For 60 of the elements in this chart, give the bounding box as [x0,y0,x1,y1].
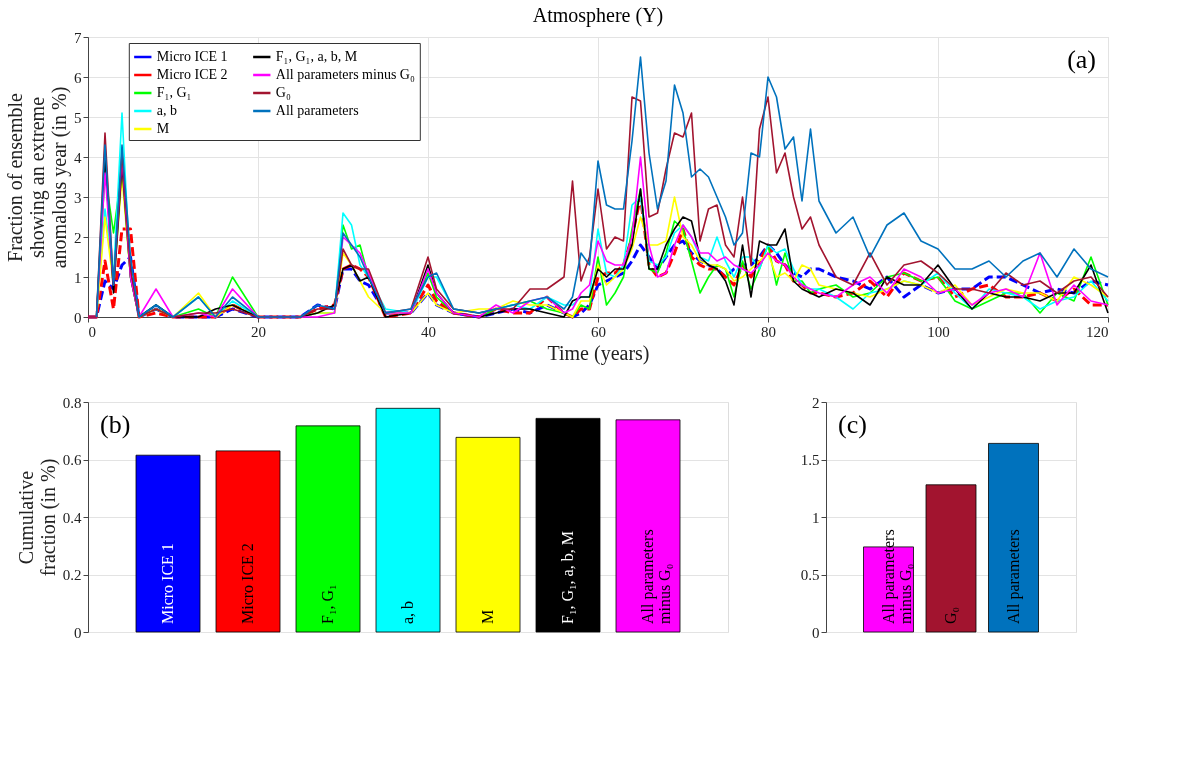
x-tick-label: 20 [251,323,266,340]
y-tick-label: 6 [74,69,82,86]
legend-label: G₀ [275,85,291,100]
y-tick-label: 7 [74,29,82,46]
category-label: All parameters minus G₀ [639,529,673,624]
legend-label: F₁, G₁ [156,85,192,100]
y-tick-label: 2 [812,394,820,411]
bar [455,436,521,633]
category-label: G₀ [942,606,959,624]
y-tick-label: 0 [812,624,820,641]
y-tick-label: 0 [74,309,82,326]
category-label: Micro ICE 1 [159,543,176,624]
bar [615,419,681,633]
y-tick-label: 0.4 [62,509,82,526]
y-tick-label: 0.6 [62,452,82,468]
annotation: (b) [100,410,131,439]
bar [988,443,1039,633]
bar [375,407,441,633]
x-tick-label: 40 [421,323,436,340]
y-tick-label: 0.2 [62,567,82,583]
y-tick-label: 1 [74,269,82,286]
x-tick-label: 60 [591,323,606,340]
legend-label: Micro ICE 2 [156,67,228,82]
y-tick-label: 5 [74,109,82,126]
legend-label: a, b [156,103,178,118]
y-tick-label: 1.5 [800,452,820,468]
y-tick-label: 0.5 [800,567,820,583]
y-tick-label: 1 [812,509,820,526]
x-tick-label: 0 [88,323,96,340]
legend-label: M [156,121,170,136]
x-axis-title: Time (years) [547,341,650,365]
chart-title: Atmosphere (Y) [532,4,664,27]
bar [215,450,281,633]
bar [135,454,201,633]
y-tick-label: 0.8 [62,394,82,411]
x-tick-label: 100 [927,323,950,340]
y-axis-title: Cumulative fraction (in %) [14,458,60,577]
legend-label: All parameters minus G₀ [275,67,415,82]
bar [535,417,601,633]
annotation: (c) [838,410,867,439]
legend-label: F₁, G₁, a, b, M [275,49,358,64]
legend-label: Micro ICE 1 [156,49,228,64]
bar [295,425,361,633]
x-tick-label: 80 [761,323,776,340]
y-axis-title: Fraction of ensemble showing an extreme anomalous year (in %) [4,86,71,269]
legend-label: All parameters [275,103,359,118]
category-label: F₁, G₁, a, b, M [559,531,576,624]
y-tick-label: 3 [74,189,82,206]
category-label: M [479,609,496,624]
annotation: (a) [1067,45,1096,74]
y-tick-label: 0 [74,624,82,641]
category-label: Micro ICE 2 [239,543,256,624]
y-tick-label: 4 [74,149,82,166]
bar [925,484,977,633]
category-label: a, b [399,600,416,624]
category-label: F₁, G₁ [319,584,336,624]
x-tick-label: 120 [1086,323,1109,340]
category-label: All parameters minus G₀ [879,529,914,624]
y-tick-label: 2 [74,229,82,246]
category-label: All parameters [1004,529,1022,624]
